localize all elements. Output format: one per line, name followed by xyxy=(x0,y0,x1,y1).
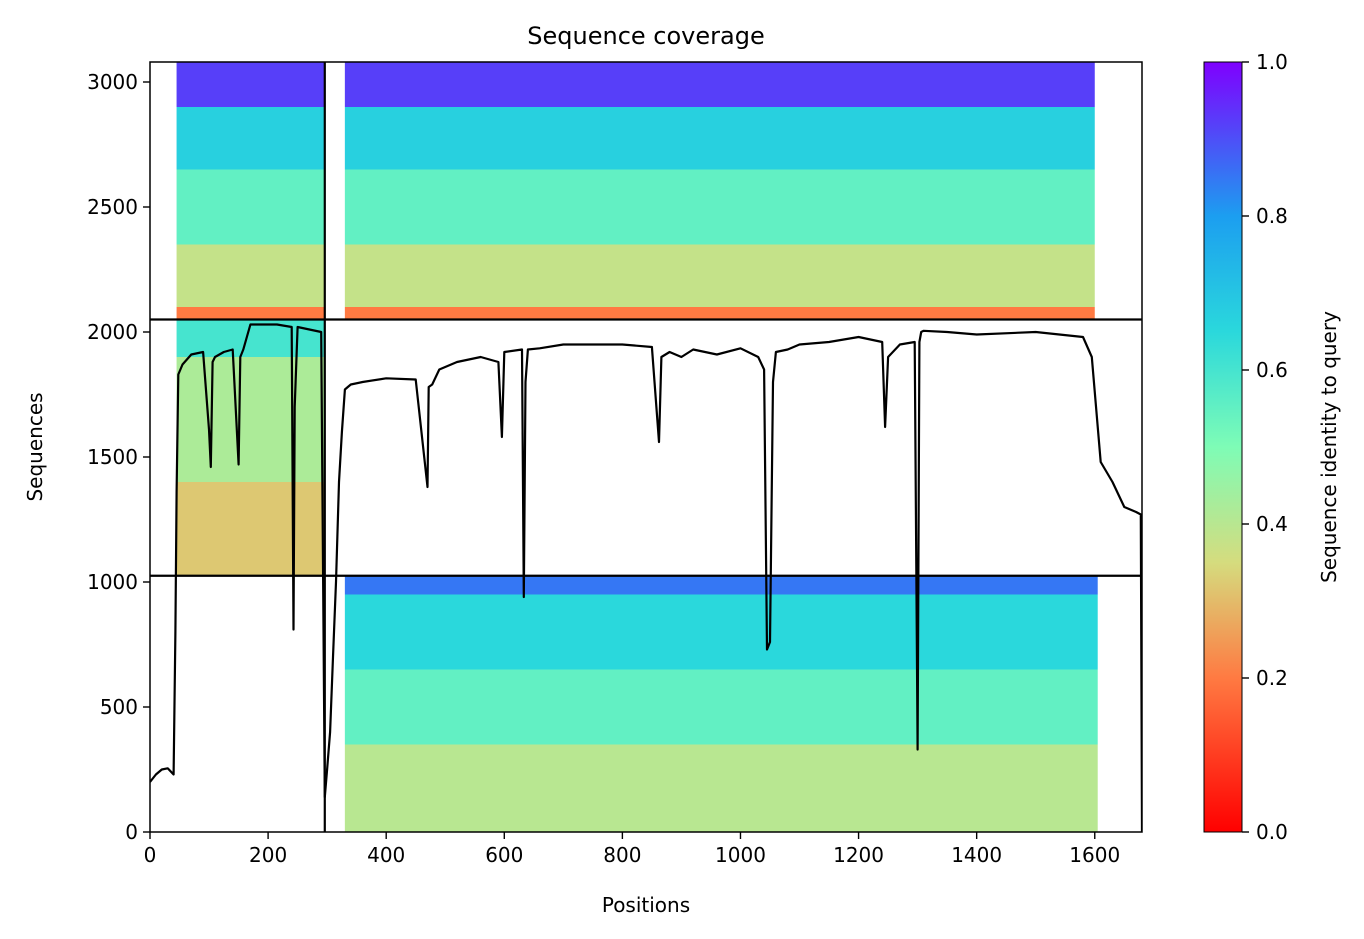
y-tick-label: 500 xyxy=(100,695,138,719)
x-tick-label: 800 xyxy=(603,843,641,867)
identity-band xyxy=(176,244,325,307)
chain-boundaries xyxy=(150,62,1142,832)
identity-band xyxy=(176,307,325,320)
identity-band xyxy=(344,744,1098,832)
identity-band xyxy=(344,62,1095,107)
colorbar xyxy=(1203,61,1243,833)
identity-band xyxy=(344,244,1095,307)
y-tick-label: 2000 xyxy=(87,320,138,344)
identity-band xyxy=(176,62,325,107)
x-tick-label: 1600 xyxy=(1069,843,1120,867)
colorbar-tick-label: 0.4 xyxy=(1256,512,1288,536)
x-tick-label: 1200 xyxy=(833,843,884,867)
y-tick-label: 1500 xyxy=(87,445,138,469)
identity-band xyxy=(176,357,325,482)
colorbar-tick-label: 0.0 xyxy=(1256,820,1288,844)
colorbar-tick-label: 0.8 xyxy=(1256,204,1288,228)
identity-band xyxy=(344,169,1095,245)
colorbar-tick-label: 1.0 xyxy=(1256,50,1288,74)
y-tick-label: 3000 xyxy=(87,70,138,94)
x-tick-label: 1400 xyxy=(951,843,1002,867)
y-tick-label: 0 xyxy=(125,820,138,844)
identity-band xyxy=(176,482,325,576)
x-tick-label: 0 xyxy=(144,843,157,867)
identity-band xyxy=(344,594,1098,670)
identity-band xyxy=(344,307,1095,320)
colorbar-tick-label: 0.6 xyxy=(1256,358,1288,382)
identity-band xyxy=(176,169,325,245)
y-axis-label: Sequences xyxy=(23,392,47,501)
heatmap-layer xyxy=(176,62,1098,832)
identity-band xyxy=(344,669,1098,745)
identity-band xyxy=(344,575,1098,595)
identity-band xyxy=(344,107,1095,170)
x-tick-label: 600 xyxy=(485,843,523,867)
x-tick-label: 400 xyxy=(367,843,405,867)
colorbar-tick-label: 0.2 xyxy=(1256,666,1288,690)
identity-band xyxy=(176,107,325,170)
x-tick-label: 200 xyxy=(249,843,287,867)
plot-frame xyxy=(149,61,1143,833)
y-axis: 0 500 1000 1500 2000 2500 3000 xyxy=(87,70,150,844)
y-tick-label: 2500 xyxy=(87,195,138,219)
colorbar-axis: 0.0 0.2 0.4 0.6 0.8 1.0 xyxy=(1242,50,1288,844)
x-tick-label: 1000 xyxy=(715,843,766,867)
coverage-line xyxy=(150,323,1142,832)
x-axis: 0 200 400 600 800 1000 1200 1400 1600 xyxy=(144,832,1120,867)
coverage-line-layer xyxy=(150,323,1142,832)
y-tick-label: 1000 xyxy=(87,570,138,594)
x-axis-label: Positions xyxy=(602,893,690,917)
chart-title: Sequence coverage xyxy=(527,22,764,50)
colorbar-label: Sequence identity to query xyxy=(1317,311,1341,583)
